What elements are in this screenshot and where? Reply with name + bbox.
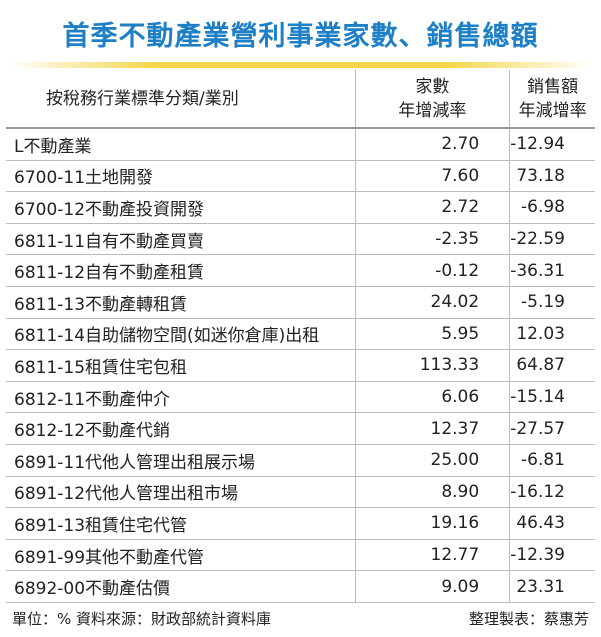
header-cell: 銷售額 年減增率 bbox=[509, 70, 595, 129]
cell: 12.37 bbox=[354, 412, 511, 445]
cell: -27.57 bbox=[509, 412, 595, 445]
cell: -6.81 bbox=[509, 444, 595, 477]
cell: 2.72 bbox=[354, 191, 511, 224]
cell: 6811-15租賃住宅包租 bbox=[6, 349, 356, 382]
header-text: 年增減率 bbox=[398, 100, 467, 121]
cell: L不動產業 bbox=[6, 128, 356, 161]
cell: 6811-12自有不動產租賃 bbox=[6, 254, 356, 287]
cell: 6891-11代他人管理出租展示場 bbox=[6, 444, 356, 477]
cell: -15.14 bbox=[509, 381, 595, 414]
row: 6811-13不動產轉租賃 24.02 -5.19 bbox=[6, 286, 595, 319]
cell: 64.87 bbox=[509, 349, 595, 382]
cell: 6811-13不動產轉租賃 bbox=[6, 286, 356, 319]
cell: -5.19 bbox=[509, 286, 595, 319]
row: 6891-99其他不動產代管 12.77 -12.39 bbox=[6, 539, 595, 572]
row: 6812-12不動產代銷 12.37 -27.57 bbox=[6, 412, 595, 445]
cell: -12.94 bbox=[509, 128, 595, 161]
row: 6892-00不動產估價 9.09 23.31 bbox=[6, 570, 595, 603]
header-text: 年減增率 bbox=[518, 100, 587, 121]
row: L不動產業 2.70 -12.94 bbox=[6, 128, 595, 161]
cell: 19.16 bbox=[354, 507, 511, 540]
row: 6891-11代他人管理出租展示場 25.00 -6.81 bbox=[6, 444, 595, 477]
cell: 113.33 bbox=[354, 349, 511, 382]
cell: 6812-11不動產仲介 bbox=[6, 381, 356, 414]
row: 6891-12代他人管理出租市場 8.90 -16.12 bbox=[6, 476, 595, 509]
row: 6811-14自助儲物空間(如迷你倉庫)出租 5.95 12.03 bbox=[6, 318, 595, 351]
cell: 9.09 bbox=[354, 570, 511, 603]
cell: 6700-11土地開發 bbox=[6, 160, 356, 193]
cell: 24.02 bbox=[354, 286, 511, 319]
cell: 6700-12不動產投資開發 bbox=[6, 191, 356, 224]
cell: 6811-11自有不動產買賣 bbox=[6, 223, 356, 256]
row: 6891-13租賃住宅代管 19.16 46.43 bbox=[6, 507, 595, 540]
header-cell: 按稅務行業標準分類/業別 bbox=[6, 70, 356, 129]
header-row: 按稅務行業標準分類/業別 家數 年增減率 銷售額 年減增率 bbox=[6, 70, 595, 129]
cell: -6.98 bbox=[509, 191, 595, 224]
cell: -2.35 bbox=[354, 223, 511, 256]
cell: 8.90 bbox=[354, 476, 511, 509]
table-body: L不動產業 2.70 -12.94 6700-11土地開發 7.60 73.18 6700-… bbox=[6, 128, 595, 603]
cell: -12.39 bbox=[509, 539, 595, 572]
title-underline bbox=[8, 62, 593, 68]
cell: 5.95 bbox=[354, 318, 511, 351]
cell: 46.43 bbox=[509, 507, 595, 540]
header-text: 銷售額 bbox=[527, 76, 579, 97]
row: 6700-11土地開發 7.60 73.18 bbox=[6, 160, 595, 193]
cell: 6.06 bbox=[354, 381, 511, 414]
cell: 2.70 bbox=[354, 128, 511, 161]
cell: 6891-99其他不動產代管 bbox=[6, 539, 356, 572]
cell: 6891-13租賃住宅代管 bbox=[6, 507, 356, 540]
table: 按稅務行業標準分類/業別 家數 年增減率 銷售額 年減增率 L不動產業 2.70 -12.9… bbox=[6, 70, 595, 603]
footer-credit: 整理製表：蔡惠芳 bbox=[468, 610, 589, 628]
cell: 7.60 bbox=[354, 160, 511, 193]
row: 6811-11自有不動產買賣 -2.35 -22.59 bbox=[6, 223, 595, 256]
cell: 12.03 bbox=[509, 318, 595, 351]
row: 6812-11不動產仲介 6.06 -15.14 bbox=[6, 381, 595, 414]
row: 6811-12自有不動產租賃 -0.12 -36.31 bbox=[6, 254, 595, 287]
cell: -0.12 bbox=[354, 254, 511, 287]
header-cell: 家數 年增減率 bbox=[354, 70, 511, 129]
cell: 6891-12代他人管理出租市場 bbox=[6, 476, 356, 509]
header-text: 家數 bbox=[415, 76, 450, 97]
cell: 25.00 bbox=[354, 444, 511, 477]
cell: 73.18 bbox=[509, 160, 595, 193]
cell: -36.31 bbox=[509, 254, 595, 287]
cell: 6811-14自助儲物空間(如迷你倉庫)出租 bbox=[6, 318, 356, 351]
footer-source: 單位：% 資料來源：財政部統計資料庫 bbox=[12, 610, 272, 628]
row: 6700-12不動產投資開發 2.72 -6.98 bbox=[6, 191, 595, 224]
title: 首季不動產業營利事業家數、銷售總額 bbox=[62, 21, 539, 52]
row: 6811-15租賃住宅包租 113.33 64.87 bbox=[6, 349, 595, 382]
cell: 6812-12不動產代銷 bbox=[6, 412, 356, 445]
cell: 23.31 bbox=[509, 570, 595, 603]
cell: -22.59 bbox=[509, 223, 595, 256]
cell: 6892-00不動產估價 bbox=[6, 570, 356, 603]
cell: -16.12 bbox=[509, 476, 595, 509]
header-text: 按稅務行業標準分類/業別 bbox=[46, 88, 239, 109]
cell: 12.77 bbox=[354, 539, 511, 572]
